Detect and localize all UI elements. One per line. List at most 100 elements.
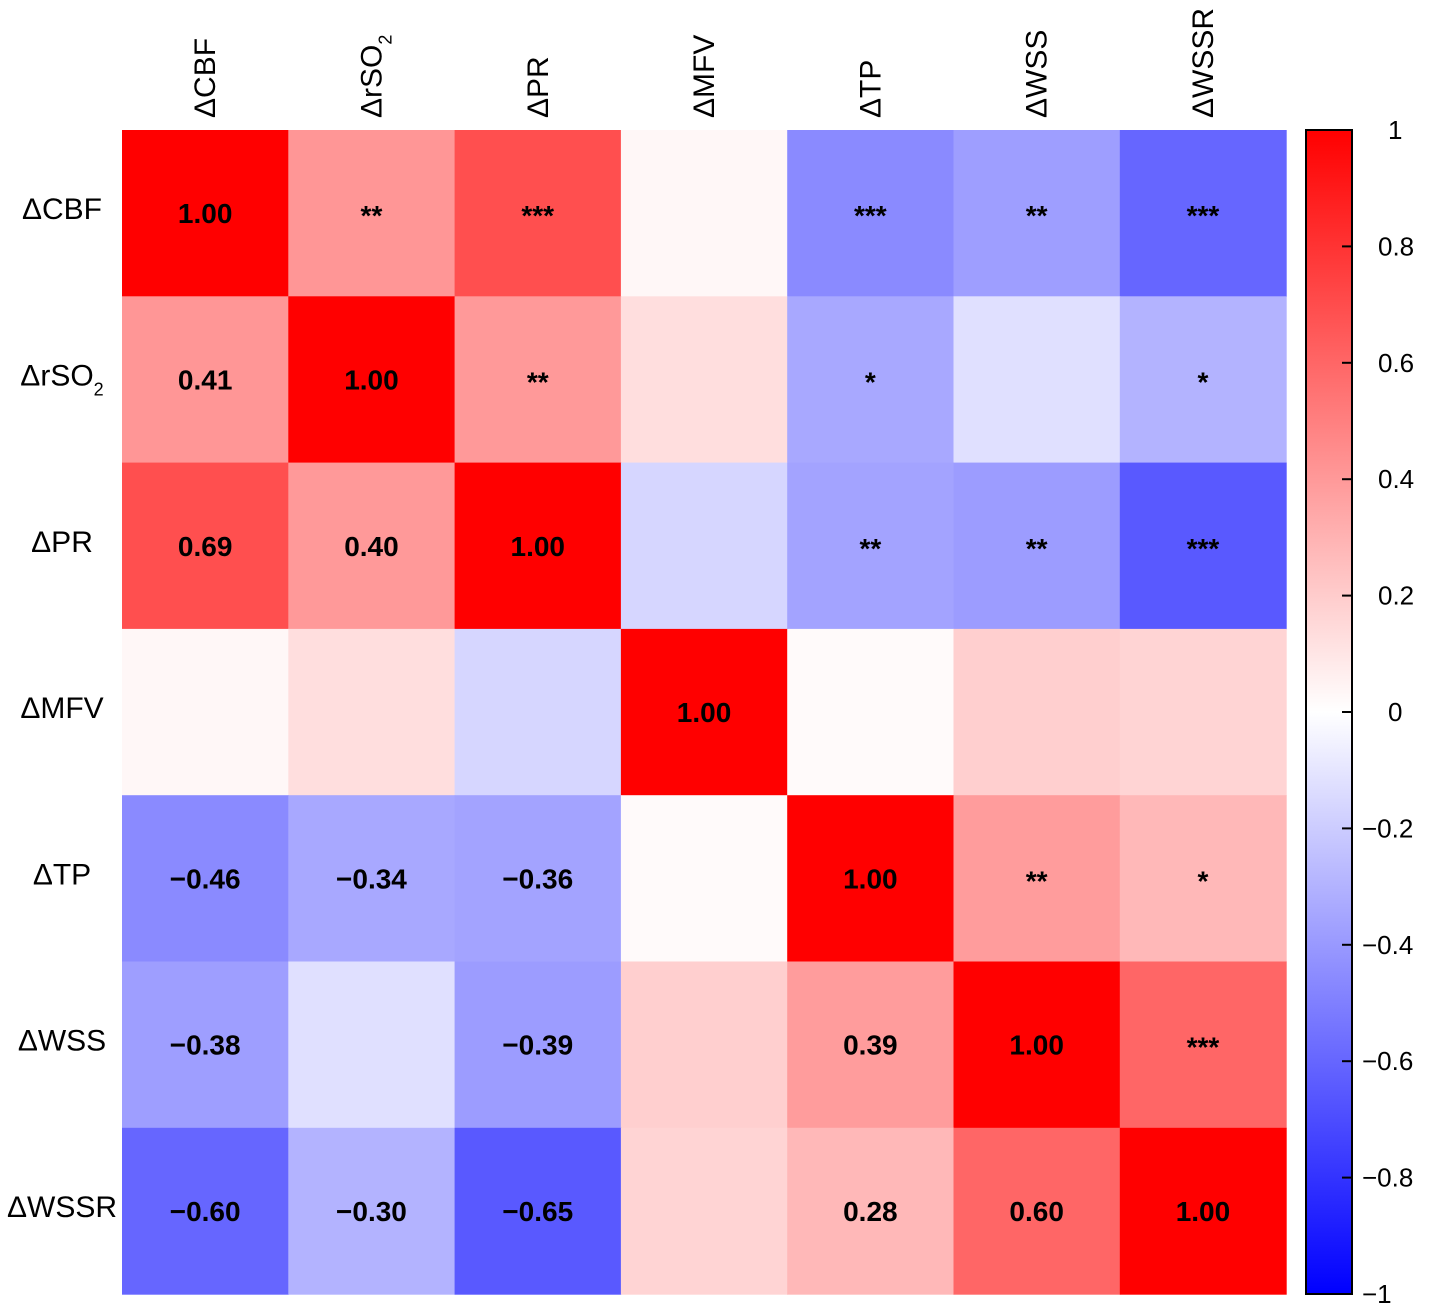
cell-delta-mfv-delta-wss bbox=[953, 628, 1121, 796]
column-label-delta-cbf: ΔCBF bbox=[189, 38, 222, 118]
cell-label-delta-cbf-delta-wssr: *** bbox=[1187, 200, 1220, 231]
cell-delta-cbf-delta-wssr bbox=[1119, 130, 1287, 297]
cell-delta-wss-delta-rso2 bbox=[288, 961, 456, 1129]
cell-label-delta-tp-delta-tp: 1.00 bbox=[843, 863, 898, 894]
cell-label-delta-wssr-delta-tp: 0.28 bbox=[843, 1196, 898, 1227]
cell-delta-wss-delta-mfv bbox=[620, 961, 788, 1129]
cell-label-delta-pr-delta-tp: ** bbox=[859, 533, 881, 564]
column-label-delta-pr: ΔPR bbox=[522, 56, 555, 118]
column-label-delta-rso2: ΔrSO2 bbox=[355, 35, 395, 118]
cell-delta-pr-delta-rso2 bbox=[288, 462, 456, 630]
colorbar-tick-label: 0.6 bbox=[1378, 348, 1414, 378]
row-label-delta-pr: ΔPR bbox=[31, 526, 93, 559]
cell-label-delta-pr-delta-rso2: 0.40 bbox=[344, 531, 399, 562]
cell-delta-rso2-delta-wss bbox=[953, 296, 1121, 464]
cell-label-delta-wssr-delta-wss: 0.60 bbox=[1009, 1196, 1064, 1227]
cell-delta-pr-delta-tp bbox=[787, 462, 955, 630]
row-labels: ΔCBF ΔrSO2 ΔPR ΔMFV ΔTP ΔWSS ΔWSSR bbox=[7, 193, 117, 1224]
cell-delta-cbf-delta-wss bbox=[953, 130, 1121, 297]
cell-label-delta-wssr-delta-rso2: −0.30 bbox=[336, 1196, 407, 1227]
colorbar-tick-label: −0.8 bbox=[1362, 1163, 1413, 1193]
cell-delta-wssr-delta-wss bbox=[953, 1127, 1121, 1295]
cell-label-delta-rso2-delta-tp: * bbox=[865, 366, 876, 397]
cell-delta-mfv-delta-tp bbox=[787, 628, 955, 796]
cell-delta-tp-delta-wssr bbox=[1119, 795, 1287, 963]
cell-delta-mfv-delta-cbf bbox=[122, 628, 289, 796]
cell-delta-cbf-delta-cbf bbox=[122, 130, 289, 297]
colorbar-tick-label: 0.8 bbox=[1378, 231, 1414, 261]
cell-label-delta-cbf-delta-pr: *** bbox=[521, 200, 554, 231]
row-label-delta-wssr: ΔWSSR bbox=[7, 1191, 117, 1224]
cell-label-delta-rso2-delta-wssr: * bbox=[1197, 366, 1208, 397]
column-label-delta-wss: ΔWSS bbox=[1021, 30, 1054, 118]
cell-delta-rso2-delta-rso2 bbox=[288, 296, 456, 464]
row-label-delta-mfv: ΔMFV bbox=[20, 692, 103, 725]
cell-label-delta-pr-delta-cbf: 0.69 bbox=[178, 531, 233, 562]
cell-delta-pr-delta-wssr bbox=[1119, 462, 1287, 630]
cell-label-delta-tp-delta-wss: ** bbox=[1026, 865, 1048, 896]
cell-label-delta-wss-delta-cbf: −0.38 bbox=[170, 1030, 241, 1061]
cell-delta-wssr-delta-mfv bbox=[620, 1127, 788, 1295]
column-labels: ΔCBF ΔrSO2 ΔPR ΔMFV ΔTP ΔWSS ΔWSSR bbox=[189, 8, 1220, 118]
cell-delta-tp-delta-wss bbox=[953, 795, 1121, 963]
cell-delta-rso2-delta-tp bbox=[787, 296, 955, 464]
cell-label-delta-wss-delta-pr: −0.39 bbox=[502, 1030, 573, 1061]
cell-delta-pr-delta-mfv bbox=[620, 462, 788, 630]
row-label-delta-rso2: ΔrSO2 bbox=[20, 359, 103, 399]
cell-label-delta-wssr-delta-pr: −0.65 bbox=[502, 1196, 573, 1227]
cell-delta-wss-delta-cbf bbox=[122, 961, 289, 1129]
cell-label-delta-cbf-delta-wss: ** bbox=[1026, 200, 1048, 231]
cell-delta-wssr-delta-pr bbox=[454, 1127, 622, 1295]
cell-delta-pr-delta-pr bbox=[454, 462, 622, 630]
colorbar-tick-label: −0.6 bbox=[1362, 1046, 1413, 1076]
cell-label-delta-wssr-delta-wssr: 1.00 bbox=[1176, 1196, 1231, 1227]
cell-delta-wssr-delta-cbf bbox=[122, 1127, 289, 1295]
cell-delta-rso2-delta-mfv bbox=[620, 296, 788, 464]
row-label-delta-wss: ΔWSS bbox=[18, 1025, 106, 1058]
cell-delta-tp-delta-tp bbox=[787, 795, 955, 963]
cell-label-delta-tp-delta-pr: −0.36 bbox=[502, 863, 573, 894]
cell-delta-wss-delta-wssr bbox=[1119, 961, 1287, 1129]
row-label-delta-cbf: ΔCBF bbox=[22, 193, 102, 226]
cell-label-delta-wss-delta-tp: 0.39 bbox=[843, 1030, 898, 1061]
cell-label-delta-pr-delta-wss: ** bbox=[1026, 533, 1048, 564]
cell-delta-pr-delta-cbf bbox=[122, 462, 289, 630]
column-label-delta-wssr: ΔWSSR bbox=[1187, 8, 1220, 118]
cell-label-delta-cbf-delta-rso2: ** bbox=[361, 200, 383, 231]
cell-delta-mfv-delta-wssr bbox=[1119, 628, 1287, 796]
colorbar-tick-label: −1 bbox=[1362, 1279, 1392, 1309]
colorbar-tick-label: −0.2 bbox=[1362, 813, 1413, 843]
cell-delta-tp-delta-mfv bbox=[620, 795, 788, 963]
cell-label-delta-rso2-delta-pr: ** bbox=[527, 366, 549, 397]
cell-label-delta-wss-delta-wss: 1.00 bbox=[1009, 1030, 1064, 1061]
cell-delta-mfv-delta-rso2 bbox=[288, 628, 456, 796]
cell-delta-wss-delta-tp bbox=[787, 961, 955, 1129]
cell-delta-cbf-delta-pr bbox=[454, 130, 622, 297]
cell-delta-tp-delta-rso2 bbox=[288, 795, 456, 963]
cell-label-delta-mfv-delta-mfv: 1.00 bbox=[677, 697, 732, 728]
cell-label-delta-pr-delta-wssr: *** bbox=[1187, 533, 1220, 564]
cell-delta-rso2-delta-cbf bbox=[122, 296, 289, 464]
cell-delta-mfv-delta-mfv bbox=[620, 628, 788, 796]
colorbar-tick-label: 0.2 bbox=[1378, 581, 1414, 611]
cell-delta-wss-delta-wss bbox=[953, 961, 1121, 1129]
heatmap-cells: 1.00 ** *** *** ** ***0.41 1.00 ** * *0.69 0.40 1.0… bbox=[122, 130, 1287, 1295]
column-label-delta-tp: ΔTP bbox=[854, 60, 887, 118]
colorbar-tick-label: −0.4 bbox=[1362, 930, 1413, 960]
cell-delta-cbf-delta-rso2 bbox=[288, 130, 456, 297]
cell-delta-pr-delta-wss bbox=[953, 462, 1121, 630]
colorbar-tick-label: 0.4 bbox=[1378, 464, 1414, 494]
cell-delta-tp-delta-pr bbox=[454, 795, 622, 963]
colorbar-tick-label: 1 bbox=[1388, 115, 1402, 145]
cell-delta-mfv-delta-pr bbox=[454, 628, 622, 796]
cell-label-delta-tp-delta-cbf: −0.46 bbox=[170, 863, 241, 894]
row-label-delta-tp: ΔTP bbox=[33, 858, 91, 891]
cell-label-delta-tp-delta-rso2: −0.34 bbox=[336, 863, 407, 894]
cell-delta-rso2-delta-wssr bbox=[1119, 296, 1287, 464]
cell-delta-wssr-delta-rso2 bbox=[288, 1127, 456, 1295]
cell-label-delta-cbf-delta-cbf: 1.00 bbox=[178, 198, 233, 229]
column-label-delta-mfv: ΔMFV bbox=[688, 35, 721, 118]
cell-label-delta-wssr-delta-cbf: −0.60 bbox=[170, 1196, 241, 1227]
